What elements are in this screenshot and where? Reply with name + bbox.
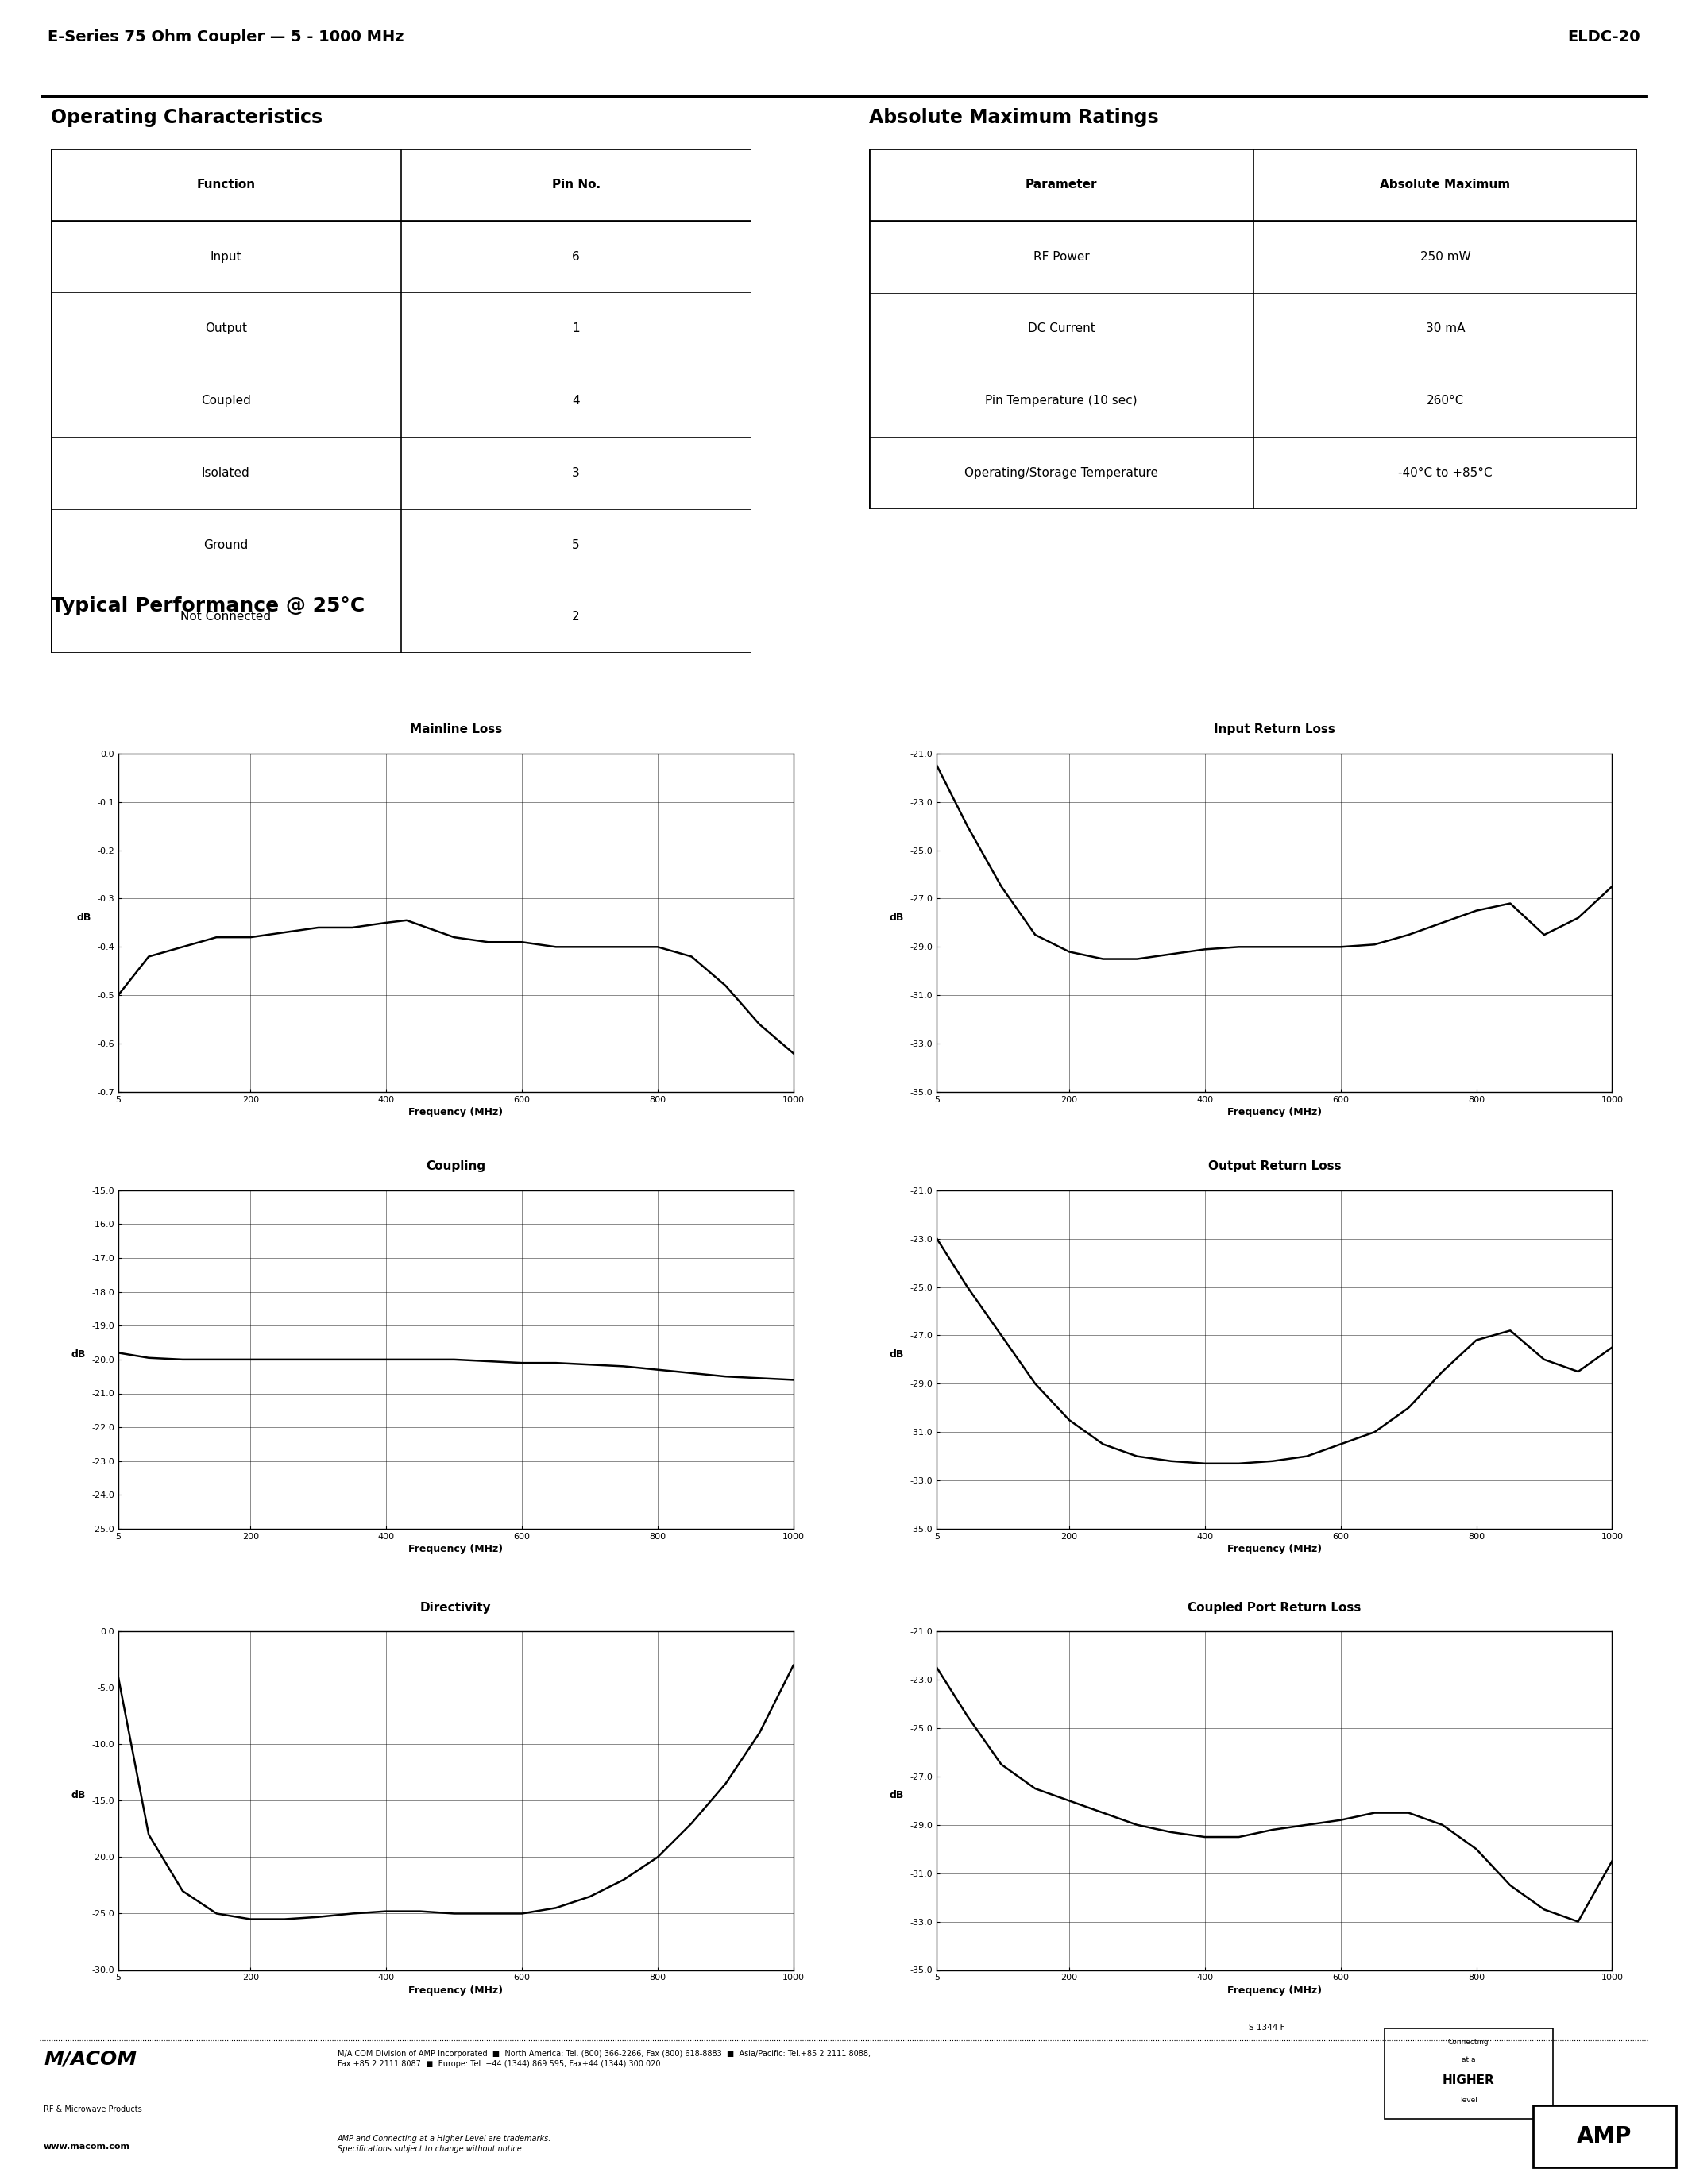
X-axis label: Frequency (MHz): Frequency (MHz) [1227,1544,1322,1555]
Text: RF Power: RF Power [1033,251,1089,262]
Text: Not Connected: Not Connected [181,612,272,622]
Text: Coupled Port Return Loss: Coupled Port Return Loss [1188,1601,1361,1614]
Y-axis label: dB: dB [890,1791,905,1800]
Text: Absolute Maximum Ratings: Absolute Maximum Ratings [869,109,1160,127]
Text: Input: Input [209,251,241,262]
Text: www.macom.com: www.macom.com [44,2143,130,2151]
X-axis label: Frequency (MHz): Frequency (MHz) [408,1985,503,1996]
Text: Mainline Loss: Mainline Loss [410,723,501,736]
Y-axis label: dB: dB [890,913,905,922]
Text: E-Series 75 Ohm Coupler — 5 - 1000 MHz: E-Series 75 Ohm Coupler — 5 - 1000 MHz [47,28,403,44]
Y-axis label: dB: dB [76,913,91,922]
Text: 2: 2 [572,612,581,622]
Text: -40°C to +85°C: -40°C to +85°C [1398,467,1492,478]
Text: 30 mA: 30 mA [1426,323,1465,334]
Text: M/ACOM: M/ACOM [44,2049,137,2068]
Bar [1384,2029,1553,2118]
Text: ELDC-20: ELDC-20 [1568,28,1641,44]
Y-axis label: dB: dB [890,1350,905,1358]
Text: Pin Temperature (10 sec): Pin Temperature (10 sec) [986,395,1138,406]
Text: M/A COM Division of AMP Incorporated  ■  North America: Tel. (800) 366-2266, Fax: M/A COM Division of AMP Incorporated ■ N… [338,2049,871,2068]
Text: Pin No.: Pin No. [552,179,601,190]
Bar [1533,2105,1676,2167]
Text: S 1344 F: S 1344 F [1249,2022,1285,2031]
Text: RF & Microwave Products: RF & Microwave Products [44,2105,142,2114]
Text: 1: 1 [572,323,581,334]
Text: Absolute Maximum: Absolute Maximum [1381,179,1511,190]
Text: Output Return Loss: Output Return Loss [1209,1160,1340,1173]
Text: HIGHER: HIGHER [1443,2075,1494,2086]
Text: 260°C: 260°C [1426,395,1463,406]
Text: Output: Output [204,323,246,334]
Text: at a: at a [1462,2057,1475,2064]
Text: Isolated: Isolated [201,467,250,478]
X-axis label: Frequency (MHz): Frequency (MHz) [1227,1985,1322,1996]
Text: Directivity: Directivity [420,1601,491,1614]
Y-axis label: dB: dB [71,1791,86,1800]
Text: 6: 6 [572,251,581,262]
Text: 250 mW: 250 mW [1420,251,1470,262]
Text: Parameter: Parameter [1025,179,1097,190]
Text: Operating Characteristics: Operating Characteristics [51,109,322,127]
Text: Function: Function [196,179,255,190]
Text: 4: 4 [572,395,581,406]
Text: Typical Performance @ 25°C: Typical Performance @ 25°C [51,596,365,616]
Text: AMP: AMP [1577,2125,1632,2147]
Text: Coupling: Coupling [425,1160,486,1173]
X-axis label: Frequency (MHz): Frequency (MHz) [1227,1107,1322,1118]
X-axis label: Frequency (MHz): Frequency (MHz) [408,1107,503,1118]
Y-axis label: dB: dB [71,1350,86,1358]
Text: Ground: Ground [204,539,248,550]
Text: Coupled: Coupled [201,395,252,406]
Text: 5: 5 [572,539,581,550]
X-axis label: Frequency (MHz): Frequency (MHz) [408,1544,503,1555]
Text: Input Return Loss: Input Return Loss [1214,723,1335,736]
Text: level: level [1460,2097,1477,2103]
Text: DC Current: DC Current [1028,323,1096,334]
Text: AMP and Connecting at a Higher Level are trademarks.
Specifications subject to c: AMP and Connecting at a Higher Level are… [338,2136,552,2153]
Text: 3: 3 [572,467,581,478]
Text: Connecting: Connecting [1448,2038,1489,2046]
Text: Operating/Storage Temperature: Operating/Storage Temperature [964,467,1158,478]
